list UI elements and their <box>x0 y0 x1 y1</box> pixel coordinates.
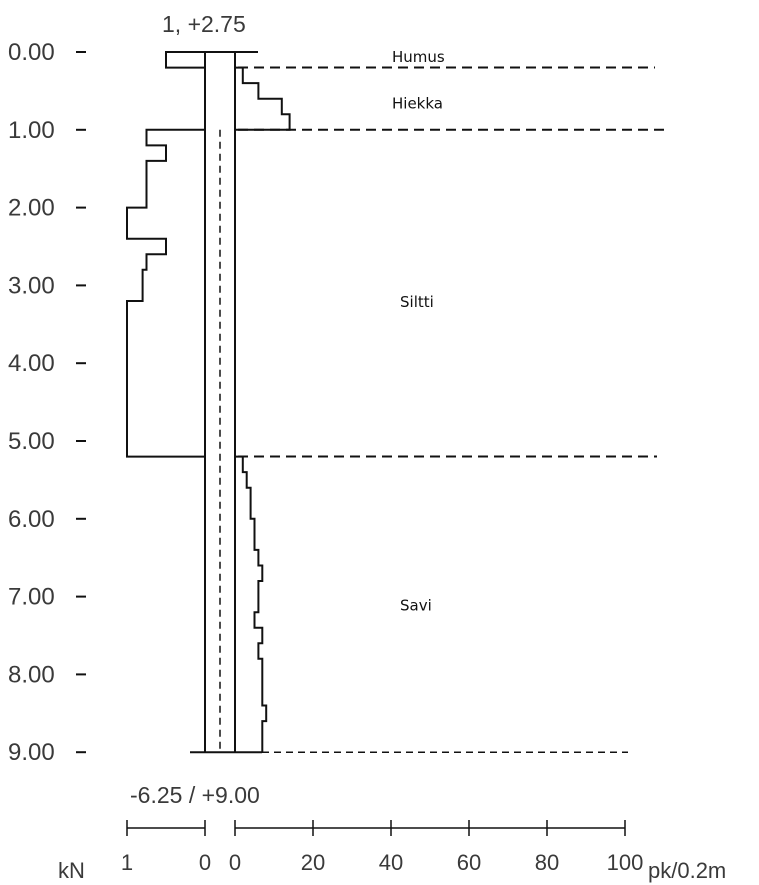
bottom-scales: 1 0 0 20 40 60 80 100 <box>121 820 643 875</box>
sounding-series <box>126 52 291 753</box>
right-scale-label: 40 <box>379 850 403 875</box>
sounding-frame <box>165 51 262 754</box>
depth-tick-label: 5.00 <box>8 428 55 455</box>
depth-tick-label: 4.00 <box>8 350 55 377</box>
left-series-line <box>126 52 206 458</box>
right-scale-label: 20 <box>301 850 325 875</box>
right-series-line <box>234 52 291 753</box>
depth-tick-label: 8.00 <box>8 661 55 688</box>
right-scale-label: 100 <box>607 850 644 875</box>
layer-label-humus: Humus <box>392 48 445 66</box>
depth-tick-label: 3.00 <box>8 272 55 299</box>
depth-tick-label: 0.00 <box>8 39 55 66</box>
depth-tick-label: 6.00 <box>8 506 55 533</box>
depth-tick-label: 2.00 <box>8 195 55 222</box>
depth-tick-label: 1.00 <box>8 117 55 144</box>
top-elevation-label: 1, +2.75 <box>162 11 246 37</box>
layer-label-hiekka: Hiekka <box>392 95 443 113</box>
depth-axis: 0.00 1.00 2.00 3.00 4.00 5.00 6.00 7.00 8.00 9.00 <box>8 39 86 766</box>
bottom-elevation-label: -6.25 / +9.00 <box>130 782 260 808</box>
depth-tick-label: 7.00 <box>8 584 55 611</box>
depth-tick-label: 9.00 <box>8 739 55 766</box>
left-scale-label: 1 <box>121 850 133 875</box>
left-axis-unit: kN <box>58 858 85 883</box>
right-axis-unit: pk/0.2m <box>648 858 726 883</box>
right-scale-label: 0 <box>229 850 241 875</box>
right-scale-label: 80 <box>535 850 559 875</box>
right-scale-label: 60 <box>457 850 481 875</box>
layer-label-siltti: Siltti <box>400 293 434 311</box>
layer-label-savi: Savi <box>400 596 432 614</box>
layer-boundaries: Humus Hiekka Siltti Savi <box>238 48 668 753</box>
left-scale-label: 0 <box>199 850 211 875</box>
